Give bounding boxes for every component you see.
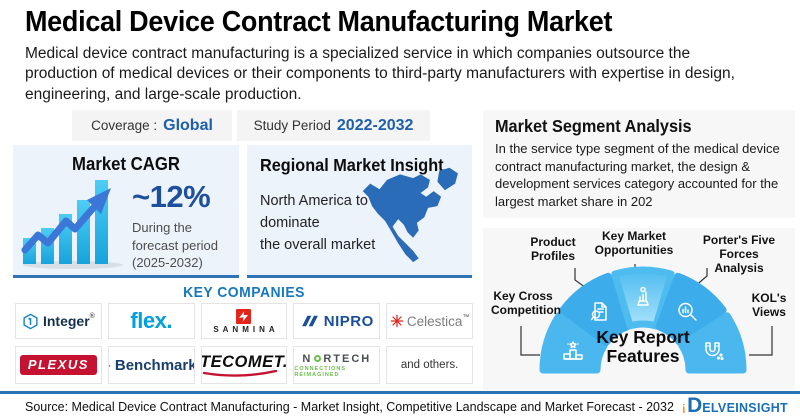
logo-plexus: PLEXUS [15,346,102,384]
logo-nipro-text: NIPRO [323,312,374,330]
logo-tecomet: TECOMET. [200,346,288,384]
logo-flex-text: flex. [130,308,172,333]
fan-label-porters-five-forces: Porter's Five Forces Analysis [702,233,776,275]
bar-chart-up-arrow-icon [21,180,123,269]
nortech-o-ring-icon [314,355,322,362]
logo-nortech-tagline: CONNECTIONS REIMAGINED [294,365,347,378]
logo-benchmark: ▶ Benchmark. [107,346,195,384]
logo-sanmina: SANMINA [200,303,288,339]
regional-title: Regional Market Insight [260,155,444,175]
segment-analysis-panel: Market Segment Analysis In the service t… [483,110,795,218]
brand-i-dot: i [682,402,686,416]
and-others-text: and others. [400,359,459,371]
study-period-value: 2022-2032 [336,116,414,134]
page-description: Medical device contract manufacturing is… [25,45,735,103]
sanmina-s-icon [236,308,252,324]
regional-line: the overall market [260,236,376,253]
coverage-label: Coverage : [91,118,158,133]
logo-plexus-text: PLEXUS [19,355,97,375]
logo-and-others: and others. [386,346,473,384]
document-search-icon [590,302,607,321]
logo-celestica-text: Celestica™ [406,313,470,329]
tecomet-swoosh-icon [202,369,278,377]
segment-analysis-title: Market Segment Analysis [495,116,692,136]
logo-nipro: NIPRO [293,303,381,339]
footer-divider [0,391,800,394]
fan-label-key-market-opportunities: Key Market Opportunities [594,229,674,257]
logo-integer-text: Integer® [42,313,95,329]
celestica-starburst-icon [390,314,403,328]
play-triangle-icon: ▶ [109,358,111,372]
fan-label-key-cross-competition: Key Cross Competition [491,289,561,317]
presentation-growth-icon [637,286,649,306]
fan-segment-porters-five-forces [655,272,727,346]
source-text: Source: Medical Device Contract Manufact… [25,400,674,414]
regional-line: North America to [260,193,368,209]
north-america-map-icon [362,167,458,263]
market-cagr-panel: Market CAGR ~12% During the forecast per… [13,145,239,278]
report-features-fan [520,264,773,374]
fan-label-kols-views: KOL's Views [751,291,787,319]
study-period-box: Study Period 2022-2032 [237,110,430,141]
magnet-icon [705,342,724,361]
regional-text: North America to dominate the overall ma… [260,191,375,256]
logo-tecomet-text: TECOMET. [200,352,288,371]
study-period-label: Study Period [253,118,331,133]
fan-label-product-profiles: Product Profiles [530,235,576,263]
cagr-value: ~12% [132,179,211,214]
nipro-stripes-icon [301,315,318,327]
coverage-box: Coverage : Global [72,110,232,141]
logo-nortech-text: N RTECH [302,352,372,365]
coverage-value: Global [163,116,213,134]
podium-ranking-icon [563,341,583,360]
report-features-panel: Key Cross Competition Product Profiles K… [483,228,795,390]
logo-flex: flex. [107,303,195,339]
logo-benchmark-text: Benchmark. [114,356,195,374]
brand-text: ELVEINSIGHT [702,401,788,415]
fan-center-title: Key Report Features [596,327,690,366]
segment-analysis-body: In the service type segment of the medic… [495,141,780,209]
integer-hexagon-icon [23,313,38,329]
logo-nortech: N RTECH CONNECTIONS REIMAGINED [293,346,381,384]
magnifier-chart-icon [678,302,697,321]
page-title: Medical Device Contract Manufacturing Ma… [25,6,613,38]
cagr-title: Market CAGR [72,154,180,174]
fan-segment-kols-views [678,312,747,374]
logo-celestica: Celestica™ [386,303,473,339]
cagr-note: During the forecast period (2025-2032) [132,220,218,271]
logo-sanmina-text: SANMINA [213,324,279,334]
company-logo-grid: Integer® flex. SANMINA NIPRO Celestica™ … [15,303,473,384]
regional-insight-panel: Regional Market Insight North America to… [247,145,472,278]
key-companies-heading: KEY COMPANIES [183,284,305,301]
logo-integer: Integer® [15,303,102,339]
regional-line: dominate [260,214,320,231]
